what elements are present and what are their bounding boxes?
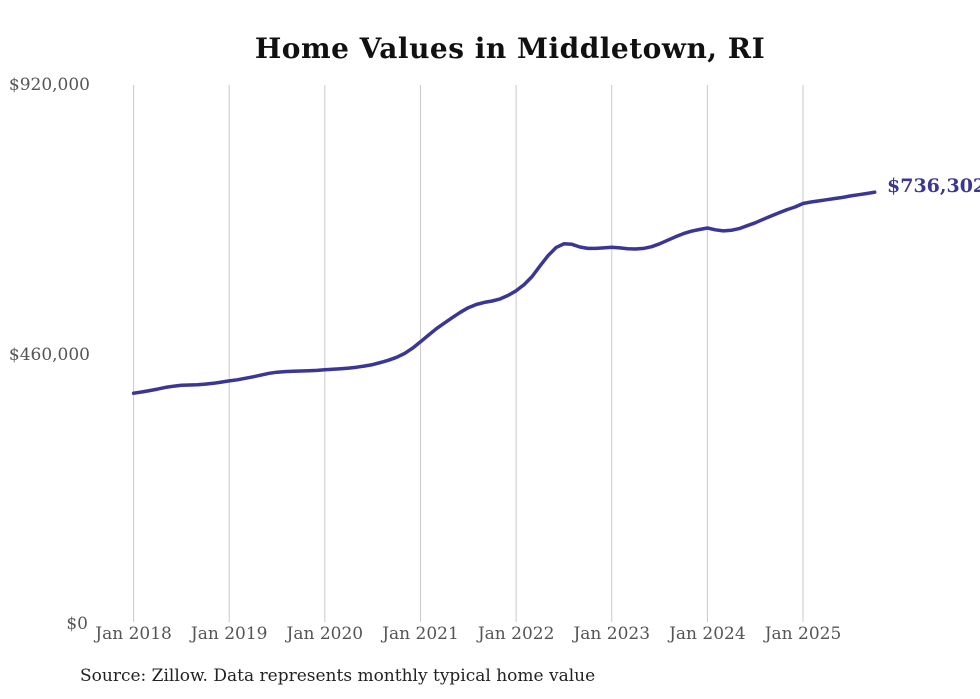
end-value-label: $736,302 — [887, 175, 980, 197]
x-axis-tick-label: Jan 2023 — [573, 624, 651, 644]
home-value-line — [131, 190, 877, 395]
x-axis-tick-label: Jan 2020 — [286, 624, 364, 644]
gridlines — [133, 85, 804, 622]
y-axis-tick-0: $0 — [66, 614, 88, 634]
y-axis-tick-920000: $920,000 — [8, 75, 90, 95]
y-axis-tick-460000: $460,000 — [8, 345, 90, 365]
chart-title: Home Values in Middletown, RI — [254, 32, 766, 65]
x-axis-tick-label: Jan 2025 — [764, 624, 842, 644]
x-axis-tick-label: Jan 2022 — [477, 624, 555, 644]
x-axis-tick-label: Jan 2018 — [95, 624, 172, 644]
x-axis-tick-label: Jan 2019 — [190, 624, 268, 644]
x-axis-tick-label: Jan 2024 — [669, 624, 746, 644]
x-axis-tick-label: Jan 2021 — [382, 624, 459, 644]
source-note: Source: Zillow. Data represents monthly … — [80, 666, 596, 686]
